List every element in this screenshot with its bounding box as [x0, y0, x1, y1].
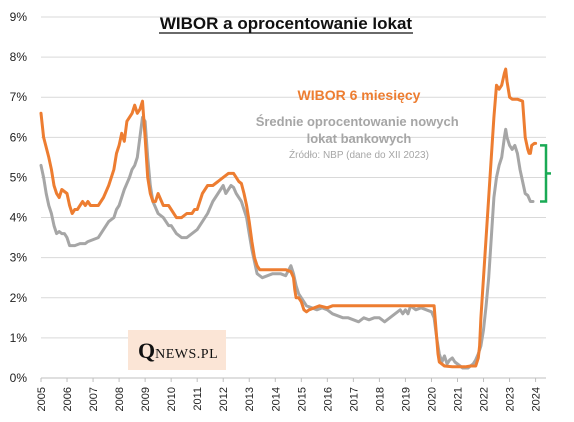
logo-letter: Q [138, 338, 155, 363]
logo-rest: NEWS.PL [155, 347, 218, 362]
x-tick-label: 2016 [322, 387, 334, 411]
chart-title: WIBOR a oprocentowanie lokat [160, 14, 413, 33]
series-line-wibor [39, 67, 538, 369]
x-tick-label: 2020 [426, 387, 438, 411]
y-tick-label: 3% [10, 251, 28, 265]
annotation-bracket [540, 144, 551, 203]
x-tick-label: 2005 [36, 387, 48, 411]
x-tick-label: 2019 [400, 387, 412, 411]
x-axis-ticks: 2005 2006 2007 2008 2009 2010 2011 2012 2013 2014… [36, 378, 543, 411]
x-tick-label: 2011 [192, 387, 204, 411]
x-tick-label: 2010 [166, 387, 178, 411]
x-tick-label: 2018 [374, 387, 386, 411]
y-tick-label: 6% [10, 130, 28, 144]
y-axis-ticks: 0% 1% 2% 3% 4% 5% 6% 7% 8% 9% [10, 10, 28, 385]
y-tick-label: 0% [10, 371, 28, 385]
x-tick-label: 2017 [348, 387, 360, 411]
series-line-deposits [39, 115, 535, 370]
y-tick-label: 8% [10, 50, 28, 64]
x-tick-label: 2021 [452, 387, 464, 411]
x-tick-label: 2024 [531, 387, 543, 411]
x-tick-label: 2012 [218, 387, 230, 411]
logo-background [128, 330, 226, 370]
y-tick-label: 9% [10, 10, 28, 24]
logo-text: QNEWS.PL [138, 338, 218, 363]
x-tick-label: 2008 [114, 387, 126, 411]
y-tick-label: 4% [10, 211, 28, 225]
x-tick-label: 2009 [140, 387, 152, 411]
x-tick-label: 2013 [244, 387, 256, 411]
x-tick-label: 2015 [296, 387, 308, 411]
legend-label-deposits: Średnie oprocentowanie nowych lokat bank… [256, 114, 463, 146]
y-tick-label: 1% [10, 331, 28, 345]
x-tick-label: 2006 [62, 387, 74, 411]
y-tick-label: 7% [10, 90, 28, 104]
x-tick-label: 2007 [88, 387, 100, 411]
grid-lines [41, 16, 546, 339]
legend-label-wibor: WIBOR 6 miesięcy [298, 87, 421, 103]
x-tick-label: 2014 [270, 387, 282, 411]
source-note: Źródło: NBP (dane do XII 2023) [289, 148, 429, 161]
series-layer [39, 67, 538, 370]
x-tick-label: 2022 [479, 387, 491, 411]
y-tick-label: 2% [10, 291, 28, 305]
y-tick-label: 5% [10, 170, 28, 184]
bracket-line [540, 144, 548, 203]
x-tick-label: 2023 [505, 387, 517, 411]
logo: QNEWS.PL [128, 330, 226, 370]
